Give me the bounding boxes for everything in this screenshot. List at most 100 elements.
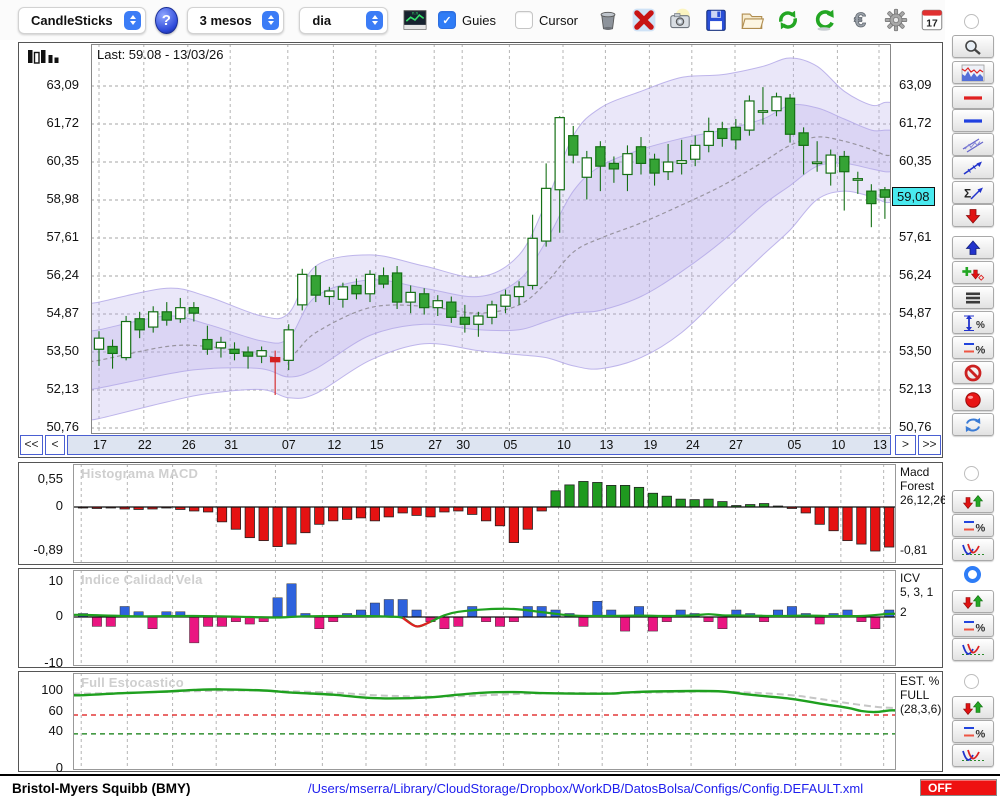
lines-percent-icon: % bbox=[960, 723, 986, 741]
settings-icon[interactable] bbox=[882, 7, 909, 34]
scroll-right-button[interactable]: > bbox=[895, 435, 916, 455]
macd-lines-percent-button[interactable]: % bbox=[952, 514, 994, 537]
x-axis-label: 26 bbox=[181, 438, 196, 452]
macd-signals-updown-button[interactable] bbox=[952, 490, 994, 513]
forbidden-icon bbox=[960, 364, 986, 382]
arrow-down-button[interactable] bbox=[952, 204, 994, 227]
x-axis-label: 17 bbox=[93, 438, 107, 452]
x-axis-label: 05 bbox=[503, 438, 518, 452]
y-axis-label: 57,61 bbox=[899, 229, 932, 244]
trendline-button[interactable] bbox=[952, 156, 994, 179]
macd-panel-radio[interactable] bbox=[964, 466, 979, 481]
svg-text:€: € bbox=[853, 7, 865, 32]
curve-icon bbox=[960, 641, 986, 659]
y-axis-label: 56,24 bbox=[899, 267, 932, 283]
period-select[interactable]: 3 mesos bbox=[186, 6, 285, 34]
icv-right-labels: ICV 5, 3, 1 bbox=[900, 571, 933, 599]
checkbox-checked-icon: ✓ bbox=[438, 11, 457, 29]
curve-icon bbox=[960, 541, 986, 559]
blue-hline-button[interactable] bbox=[952, 109, 994, 132]
cursor-checkbox[interactable]: Cursor bbox=[515, 11, 578, 29]
svg-text:Σ: Σ bbox=[964, 186, 971, 200]
record-button[interactable] bbox=[952, 388, 994, 411]
trash-icon[interactable] bbox=[594, 7, 621, 34]
chart-type-icon bbox=[27, 48, 61, 70]
y-axis-label: 40 bbox=[48, 723, 63, 738]
sigma-trendline-button[interactable]: Σ bbox=[952, 181, 994, 204]
chevron-updown-icon bbox=[366, 10, 384, 30]
icv-lines-percent-button[interactable]: % bbox=[952, 614, 994, 637]
x-axis-label: 27 bbox=[729, 438, 743, 452]
price-panel: 63,09 61,72 60,35 58,98 57,61 56,24 54,87 53,50… bbox=[18, 42, 943, 458]
stoch-indicator-curve-button[interactable] bbox=[952, 744, 994, 767]
stoch-lines-percent-button[interactable]: % bbox=[952, 720, 994, 743]
arrow-up-button[interactable] bbox=[952, 236, 994, 259]
macd-watermark: Histograma MACD bbox=[81, 466, 199, 481]
interval-select[interactable]: dia bbox=[299, 6, 389, 34]
y-axis-label: 54,87 bbox=[46, 305, 79, 321]
y-axis-label: 57,61 bbox=[46, 229, 79, 244]
main-panel-radio[interactable] bbox=[964, 14, 979, 29]
x-axis-tick-strip[interactable]: 17 22 26 31 07 12 15 27 30 05 10 13 19 24 27 05 10 13 bbox=[67, 435, 891, 455]
chart-type-select[interactable]: CandleSticks bbox=[18, 6, 147, 34]
interval-value: dia bbox=[312, 12, 332, 28]
scroll-fast-left-button[interactable]: << bbox=[20, 435, 43, 455]
undo-icon[interactable] bbox=[810, 7, 837, 34]
stoch-plot[interactable] bbox=[72, 673, 897, 770]
channel-button[interactable] bbox=[952, 133, 994, 156]
macd-indicator-curve-button[interactable] bbox=[952, 538, 994, 561]
price-plot[interactable]: Last: 59.08 - 13/03/26 bbox=[90, 44, 892, 434]
stoch-signals-updown-button[interactable] bbox=[952, 696, 994, 719]
chart-preview-button[interactable] bbox=[952, 61, 994, 84]
stoch-watermark: Full Estocastico bbox=[81, 675, 184, 690]
add-signals-button[interactable] bbox=[952, 261, 994, 284]
config-path[interactable]: /Users/mserra/Library/CloudStorage/Dropb… bbox=[308, 781, 864, 796]
sigma-trend-icon: Σ bbox=[960, 184, 986, 202]
x-axis-label: 15 bbox=[369, 438, 384, 452]
x-axis-label: 27 bbox=[428, 438, 443, 452]
y-axis-label: 56,24 bbox=[46, 267, 79, 283]
guides-checkbox[interactable]: ✓ Guies bbox=[438, 11, 496, 29]
snapshot-icon[interactable] bbox=[666, 7, 693, 34]
forbid-button[interactable] bbox=[952, 361, 994, 384]
icv-panel: 10 0 -10 Indice Calidad Vela ICV 5, 3, 1 2 bbox=[18, 568, 943, 670]
y-axis-label: 61,72 bbox=[899, 115, 932, 130]
icv-plot[interactable] bbox=[72, 570, 897, 666]
vrange-percent-icon: % bbox=[960, 314, 986, 332]
chart-window-icon[interactable]: n.n bbox=[402, 7, 428, 34]
red-hline-button[interactable] bbox=[952, 86, 994, 109]
indicator-label-line: ICV bbox=[900, 571, 921, 585]
levels-button[interactable] bbox=[952, 286, 994, 309]
open-folder-icon[interactable] bbox=[738, 7, 765, 34]
toolbar: CandleSticks ? 3 mesos dia n.n ✓ Guies C… bbox=[0, 0, 945, 40]
x-axis-label: 07 bbox=[281, 438, 296, 452]
save-icon[interactable] bbox=[702, 7, 729, 34]
off-toggle[interactable]: OFF bbox=[920, 779, 997, 796]
reload-icon[interactable] bbox=[774, 7, 801, 34]
delete-icon[interactable] bbox=[630, 7, 657, 34]
icv-indicator-curve-button[interactable] bbox=[952, 638, 994, 661]
updown-rg-icon bbox=[960, 699, 986, 717]
stoch-panel-radio[interactable] bbox=[964, 674, 979, 689]
y-axis-label: 53,50 bbox=[46, 343, 79, 359]
macd-plot[interactable] bbox=[73, 464, 896, 563]
euro-icon[interactable]: € bbox=[846, 7, 873, 34]
scroll-left-button[interactable]: < bbox=[45, 435, 65, 455]
status-bar: Bristol-Myers Squibb (BMY) /Users/mserra… bbox=[0, 774, 1000, 802]
y-axis-label: 0 bbox=[55, 760, 63, 775]
vertical-range-percent-button[interactable]: % bbox=[952, 311, 994, 334]
chevron-updown-icon bbox=[124, 10, 142, 30]
sync-button[interactable] bbox=[952, 413, 994, 436]
last-price-label: Last: 59.08 - 13/03/26 bbox=[97, 47, 224, 62]
rows-icon bbox=[960, 289, 986, 307]
y-axis-label: 50,76 bbox=[899, 419, 932, 435]
scroll-fast-right-button[interactable]: >> bbox=[918, 435, 941, 455]
y-axis-label: 100 bbox=[41, 682, 63, 697]
lines-percent-button[interactable]: % bbox=[952, 336, 994, 359]
calendar-icon[interactable]: 17 bbox=[918, 7, 945, 34]
icv-signals-updown-button[interactable] bbox=[952, 590, 994, 613]
x-axis-label: 10 bbox=[557, 438, 571, 452]
icv-panel-radio[interactable] bbox=[964, 566, 981, 583]
help-button[interactable]: ? bbox=[155, 6, 178, 34]
zoom-tool-button[interactable] bbox=[952, 35, 994, 58]
